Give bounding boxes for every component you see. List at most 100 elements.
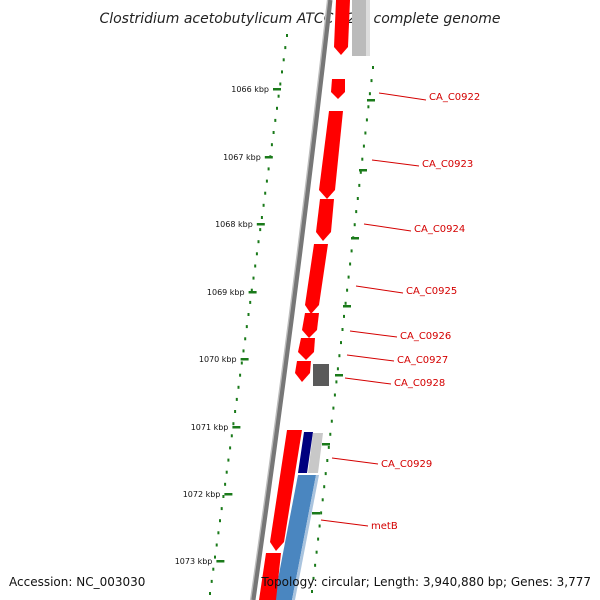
ruler-label: 1071 kbp bbox=[191, 423, 229, 432]
map-title: Clostridium acetobutylicum ATCC 824, com… bbox=[99, 11, 500, 27]
inner-tick bbox=[335, 374, 343, 377]
gene-feature[interactable] bbox=[274, 475, 316, 600]
guide-dot bbox=[222, 495, 225, 498]
gene-feature[interactable] bbox=[308, 433, 323, 473]
gene-label[interactable]: CA_C0924 bbox=[414, 224, 465, 235]
guide-dot bbox=[350, 249, 353, 253]
guide-dot bbox=[252, 276, 255, 280]
gene-label[interactable]: CA_C0923 bbox=[422, 159, 473, 170]
guide-dot bbox=[321, 498, 324, 502]
guide-dot bbox=[220, 507, 223, 511]
gene-leader-line bbox=[331, 457, 379, 465]
guide-dot bbox=[333, 393, 336, 397]
guide-dot bbox=[259, 228, 262, 232]
ruler-tick bbox=[232, 426, 241, 429]
gene-label[interactable]: CA_C0925 bbox=[406, 286, 457, 297]
guide-dot bbox=[286, 34, 288, 37]
gene-features bbox=[259, 0, 370, 600]
guide-dot bbox=[336, 367, 339, 371]
guide-dot bbox=[340, 341, 342, 345]
gene-feature[interactable] bbox=[298, 338, 315, 360]
guide-dot bbox=[239, 373, 242, 377]
guide-dot bbox=[365, 118, 368, 122]
guide-dot bbox=[240, 361, 243, 365]
guide-dot bbox=[349, 262, 352, 266]
ruler-tick bbox=[264, 156, 273, 159]
guide-dot bbox=[343, 314, 345, 318]
ruler-label: 1068 kbp bbox=[215, 220, 253, 229]
gene-label[interactable]: CA_C0928 bbox=[394, 378, 445, 389]
gene-feature[interactable] bbox=[270, 430, 302, 551]
ruler-tick bbox=[216, 560, 225, 563]
guide-dot bbox=[355, 210, 358, 214]
gene-label[interactable]: CA_C0927 bbox=[397, 355, 448, 366]
guide-dot bbox=[277, 94, 280, 98]
guide-dot bbox=[324, 472, 327, 476]
gene-feature[interactable] bbox=[334, 0, 350, 55]
guide-dot bbox=[368, 92, 371, 96]
guide-dot bbox=[224, 482, 227, 486]
inner-tick bbox=[359, 169, 367, 172]
gene-leader-line bbox=[346, 354, 395, 362]
gene-label[interactable]: metB bbox=[371, 521, 398, 532]
gene-leader-line bbox=[363, 223, 412, 232]
guide-dot bbox=[370, 79, 373, 83]
guide-dot bbox=[264, 191, 267, 195]
gene-label[interactable]: CA_C0922 bbox=[429, 92, 480, 103]
guide-dot bbox=[219, 519, 221, 523]
guide-dot bbox=[232, 422, 235, 426]
guide-dot bbox=[234, 410, 237, 413]
guide-dot bbox=[235, 397, 238, 401]
gene-feature[interactable] bbox=[295, 361, 311, 382]
gene-leader-line bbox=[344, 377, 392, 385]
gene-feature[interactable] bbox=[352, 0, 366, 56]
ruler-ticks: 1066 kbp 1067 kbp 1068 kbp 1069 kbp 1070 kbp… bbox=[175, 85, 375, 566]
guide-dot bbox=[267, 167, 270, 171]
guide-dot bbox=[329, 432, 332, 436]
guide-dot bbox=[312, 576, 315, 580]
guide-dot bbox=[262, 203, 265, 207]
guide-dot bbox=[272, 131, 275, 134]
guide-dot bbox=[330, 419, 333, 423]
guide-dot bbox=[249, 300, 252, 304]
guide-dot bbox=[247, 313, 250, 316]
inner-tick bbox=[351, 237, 359, 240]
guide-dot bbox=[320, 511, 323, 515]
guide-dot bbox=[346, 288, 349, 292]
guide-dot bbox=[284, 46, 287, 50]
gene-feature[interactable] bbox=[316, 199, 334, 241]
guide-dot bbox=[359, 170, 362, 174]
gene-feature[interactable] bbox=[366, 0, 370, 56]
guide-dot bbox=[227, 458, 230, 462]
gene-feature[interactable] bbox=[259, 553, 281, 600]
inner-tick bbox=[343, 305, 351, 308]
guide-dot bbox=[215, 543, 218, 547]
gene-feature[interactable] bbox=[298, 432, 313, 473]
guide-dot bbox=[279, 82, 282, 86]
gene-feature[interactable] bbox=[292, 475, 319, 600]
gene-leader-line bbox=[349, 330, 398, 338]
gene-feature[interactable] bbox=[319, 111, 343, 199]
guide-dot bbox=[214, 555, 216, 559]
guide-dot bbox=[212, 567, 215, 571]
guide-dot bbox=[255, 252, 258, 256]
gene-feature[interactable] bbox=[305, 244, 328, 314]
guide-dot bbox=[210, 579, 213, 583]
gene-feature[interactable] bbox=[313, 364, 329, 386]
gene-feature[interactable] bbox=[331, 79, 345, 99]
gene-label[interactable]: CA_C0929 bbox=[381, 459, 432, 470]
guide-dot bbox=[276, 106, 278, 110]
ruler-label: 1072 kbp bbox=[183, 490, 221, 499]
guide-dot bbox=[347, 275, 350, 279]
ruler-label: 1067 kbp bbox=[223, 153, 261, 162]
inner-tick bbox=[367, 99, 375, 102]
ruler-tick bbox=[248, 291, 257, 294]
guide-dot bbox=[274, 118, 277, 122]
guide-dot bbox=[358, 183, 361, 187]
guide-dot bbox=[242, 349, 245, 353]
guide-dot bbox=[260, 216, 263, 219]
gene-label[interactable]: CA_C0926 bbox=[400, 331, 451, 342]
gene-feature[interactable] bbox=[302, 313, 319, 338]
guide-dot bbox=[314, 563, 317, 567]
